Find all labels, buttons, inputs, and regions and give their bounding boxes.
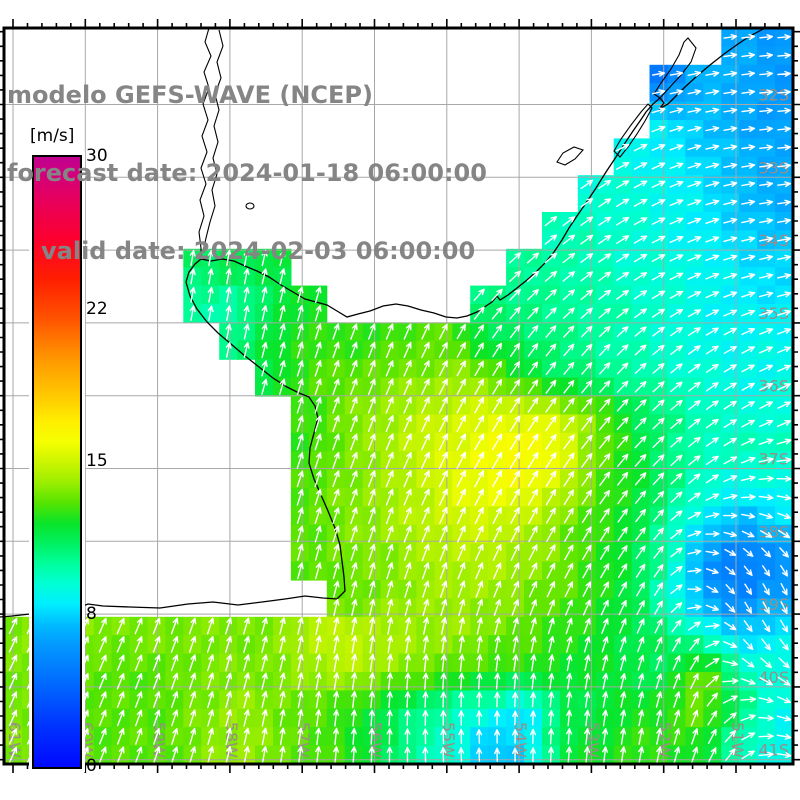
longitude-label: 58W [222,722,241,758]
lake [245,202,255,210]
graticule-lines [4,28,793,764]
coastline [0,27,766,618]
latitude-label: 33S [758,158,789,177]
latitude-label: 34S [758,231,789,250]
river [198,27,212,259]
colorbar-tick-label: 30 [86,146,108,166]
colorbar-unit-label: [m/s] [30,126,75,146]
latitude-label: 35S [758,304,789,323]
longitude-label: 54W [511,722,530,758]
latitude-label: 37S [758,450,789,469]
colorbar-tick-label: 22 [86,298,108,319]
longitude-label: 51W [728,722,747,758]
axis-tick-marks [0,19,800,773]
river [202,29,224,253]
longitude-label: 56W [367,722,386,758]
coastline-layer [0,27,766,618]
latitude-label: 41S [758,741,789,760]
latitude-label: 36S [758,377,789,396]
colorbar-tick-label: 0 [86,756,97,776]
longitude-label: 61W [5,722,24,758]
lake [556,146,584,166]
latitude-label: 39S [758,595,789,614]
longitude-label: 59W [150,722,169,758]
map-frame [2,26,795,766]
colorbar-tick-label: 8 [86,603,97,624]
longitude-label: 60W [77,722,96,758]
colorbar [32,155,82,769]
lake [613,103,653,158]
colorbar-tick-label: 15 [86,451,108,471]
latitude-label: 32S [758,86,789,105]
wind-direction-arrows [8,34,792,764]
wind-speed-cells [4,28,794,765]
latitude-label: 40S [758,668,789,687]
lake [653,37,697,99]
longitude-label: 57W [294,722,313,758]
